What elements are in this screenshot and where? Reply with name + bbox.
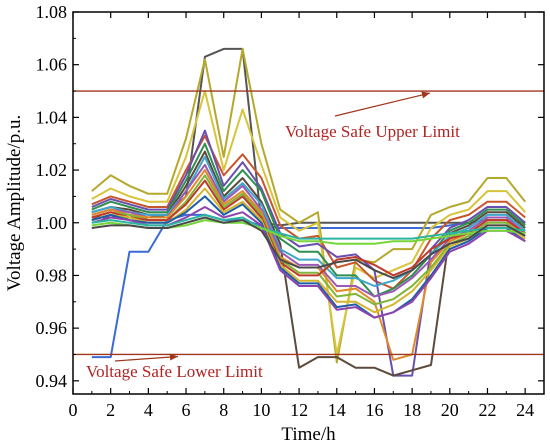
x-tick-label: 14 [328, 400, 346, 420]
upper-limit-label: Voltage Safe Upper Limit [285, 122, 460, 141]
x-tick-label: 6 [182, 400, 191, 420]
x-axis-title: Time/h [281, 424, 336, 444]
lower-limit-arrow [114, 355, 179, 362]
series-line-4 [91, 90, 526, 356]
series-lines-layer [91, 47, 526, 377]
series-line-15 [91, 195, 526, 319]
lower-limit-label: Voltage Safe Lower Limit [86, 362, 263, 381]
x-tick-label: 18 [403, 400, 421, 420]
y-tick-label: 0.94 [36, 371, 68, 391]
y-tick-label: 1.08 [36, 2, 68, 22]
series-line-6 [91, 129, 526, 377]
reference-lines-layer [73, 90, 544, 356]
series-line-8 [91, 150, 526, 377]
series-line-17 [91, 213, 526, 240]
y-tick-label: 1.00 [36, 213, 68, 233]
ticks-layer: 0 2 4 6 8 10 12 14 16 18 20 22 240.940.960.981.001.0… [36, 2, 544, 420]
y-tick-label: 1.04 [36, 107, 68, 127]
y-axis-title: Voltage Amplitude/p.u. [4, 115, 25, 291]
series-line-19 [91, 216, 526, 280]
y-tick-label: 0.96 [36, 318, 68, 338]
y-tick-label: 1.02 [36, 160, 68, 180]
x-tick-label: 8 [219, 400, 228, 420]
x-tick-label: 20 [441, 400, 459, 420]
series-line-3 [91, 47, 526, 364]
y-tick-label: 0.98 [36, 265, 68, 285]
x-tick-label: 2 [106, 400, 115, 420]
series-line-13 [91, 179, 526, 277]
upper-limit-arrowhead [421, 91, 430, 99]
plot-frame [72, 11, 545, 395]
series-line-5 [91, 134, 526, 290]
x-tick-label: 16 [365, 400, 383, 420]
series-line-7 [91, 142, 526, 298]
lower-limit-arrowhead [169, 353, 178, 361]
upper-limit-arrow [334, 92, 431, 117]
x-tick-label: 10 [252, 400, 270, 420]
x-tick-label: 0 [69, 400, 78, 420]
y-tick-label: 1.06 [36, 55, 68, 75]
x-tick-label: 4 [144, 400, 153, 420]
x-tick-label: 22 [478, 400, 496, 420]
x-tick-label: 24 [516, 400, 534, 420]
x-tick-label: 12 [290, 400, 308, 420]
